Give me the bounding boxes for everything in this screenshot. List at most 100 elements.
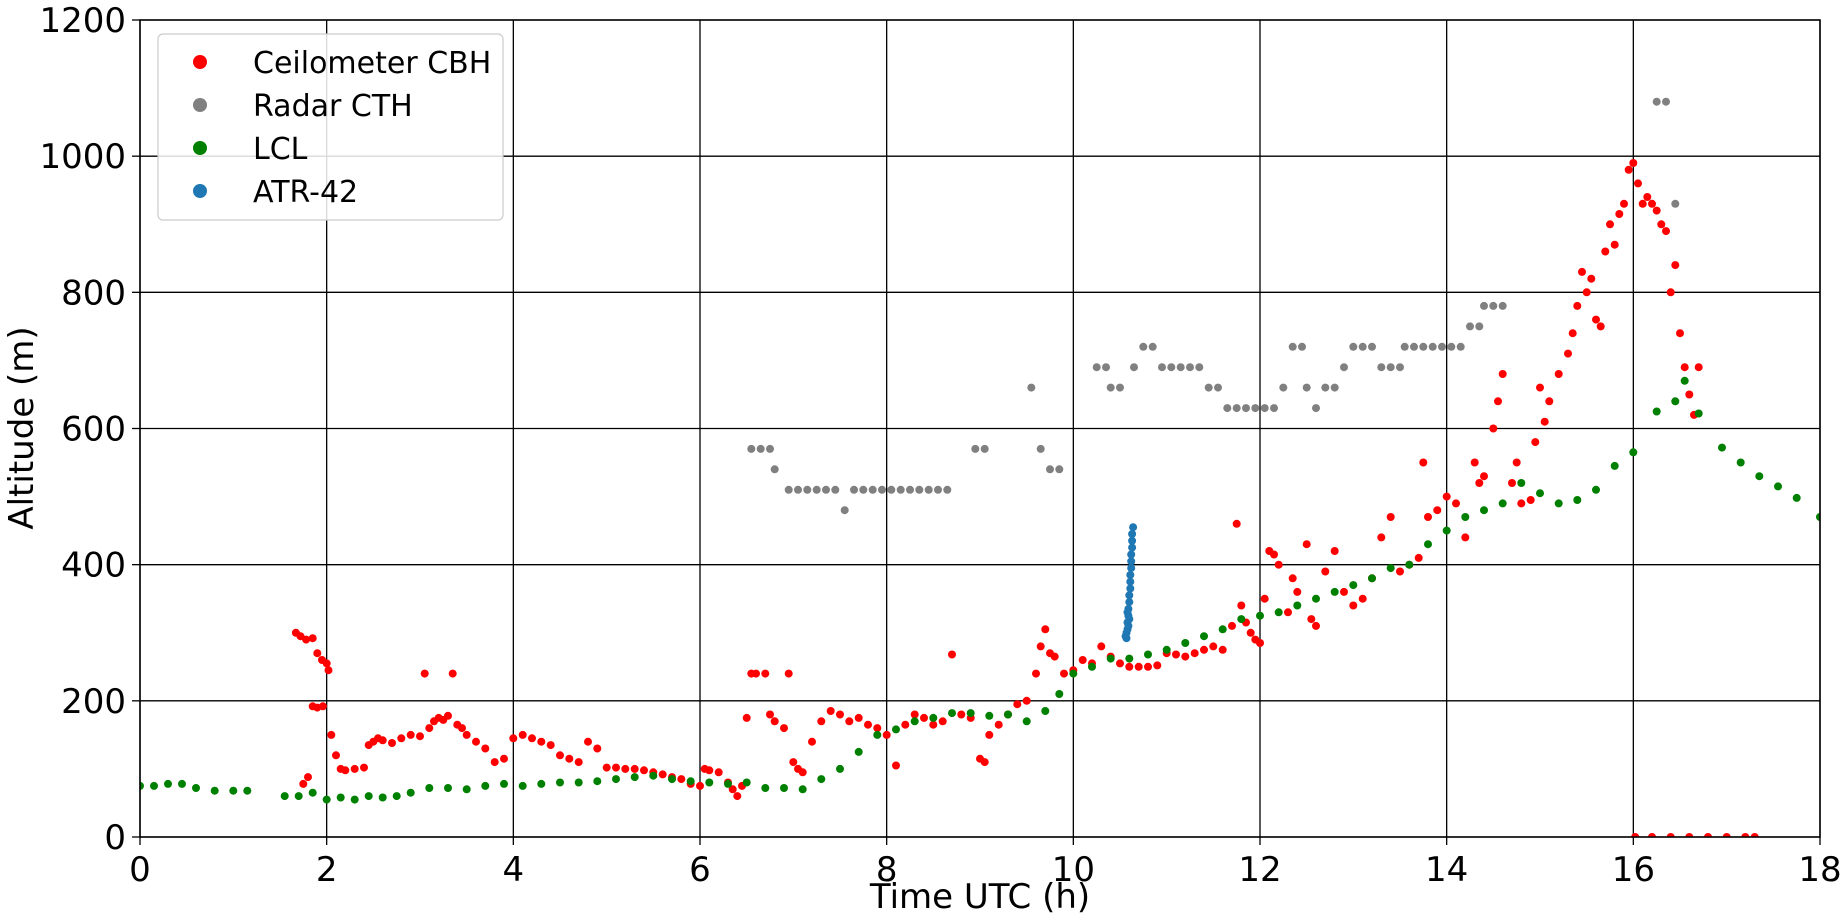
data-point <box>1139 342 1148 351</box>
data-point <box>1214 383 1222 392</box>
data-point <box>425 724 434 733</box>
data-point <box>192 784 200 792</box>
data-point <box>1186 363 1194 372</box>
legend-marker <box>193 55 207 69</box>
data-point <box>1237 601 1246 610</box>
data-point <box>1127 564 1136 573</box>
data-point <box>1050 652 1059 661</box>
data-point <box>1312 594 1320 603</box>
data-point <box>574 778 583 787</box>
data-point <box>747 444 756 453</box>
data-point <box>892 725 900 734</box>
legend-label: ATR-42 <box>253 175 358 210</box>
data-point <box>901 720 910 729</box>
data-point <box>649 771 658 780</box>
data-point <box>1176 363 1185 372</box>
y-tick-label: 200 <box>61 682 126 722</box>
data-point <box>859 485 868 494</box>
y-tick-label: 1000 <box>39 137 126 177</box>
data-point <box>1414 553 1423 562</box>
data-point <box>985 730 994 739</box>
data-point <box>854 747 863 756</box>
data-point <box>1620 199 1628 208</box>
data-point <box>1377 363 1386 372</box>
data-point <box>873 730 882 739</box>
data-point <box>1517 499 1526 508</box>
data-point <box>1433 506 1442 515</box>
data-point <box>1124 621 1133 630</box>
data-point <box>1125 615 1134 624</box>
data-point <box>943 485 952 494</box>
data-point <box>1022 696 1031 705</box>
data-point <box>742 713 751 722</box>
data-point <box>1610 240 1619 249</box>
y-tick-label: 0 <box>104 818 126 858</box>
data-point <box>1792 493 1801 502</box>
data-point <box>1242 404 1250 413</box>
data-point <box>1680 363 1689 372</box>
data-point <box>1736 458 1745 467</box>
data-point <box>1438 342 1446 351</box>
data-point <box>1128 536 1137 545</box>
data-point <box>574 758 583 767</box>
data-point <box>1123 608 1132 617</box>
data-point <box>1041 707 1050 715</box>
data-point <box>1592 315 1600 324</box>
data-point <box>1442 492 1451 501</box>
data-point <box>1032 669 1040 678</box>
data-point <box>957 710 966 719</box>
data-point <box>766 710 774 719</box>
data-point <box>1078 656 1087 664</box>
data-point <box>1162 645 1171 654</box>
data-point <box>1601 247 1610 256</box>
data-point <box>1410 342 1418 351</box>
data-point <box>1512 458 1521 467</box>
data-point <box>910 710 919 719</box>
data-point <box>1368 342 1376 351</box>
data-point <box>850 485 858 494</box>
data-point <box>1694 363 1703 372</box>
data-point <box>966 709 975 718</box>
data-point <box>803 485 812 494</box>
data-point <box>621 764 630 773</box>
data-point <box>873 724 882 733</box>
data-point <box>780 724 788 733</box>
data-point <box>887 485 896 494</box>
data-point <box>1251 404 1260 413</box>
data-point <box>332 751 340 760</box>
data-point <box>1643 193 1652 201</box>
data-point <box>327 730 336 739</box>
data-point <box>1279 383 1288 392</box>
data-point <box>980 758 989 767</box>
data-point <box>1587 274 1596 283</box>
data-point <box>1128 530 1137 538</box>
data-point <box>756 444 765 453</box>
data-point <box>948 650 956 659</box>
x-tick-label: 6 <box>689 850 711 890</box>
data-point <box>1302 383 1311 392</box>
data-point <box>1480 472 1488 481</box>
data-point <box>294 792 303 801</box>
y-tick-label: 800 <box>61 273 126 313</box>
data-point <box>864 720 872 729</box>
data-point <box>210 786 219 795</box>
data-point <box>406 730 415 739</box>
data-point <box>924 485 933 494</box>
data-point <box>1442 526 1451 535</box>
y-axis-label: Altitude (m) <box>2 326 42 529</box>
x-axis: 0 2 4 6 8 10 12 14 16 18 <box>129 837 1842 890</box>
data-point <box>1190 649 1199 658</box>
data-point <box>1158 363 1166 372</box>
data-point <box>1629 159 1638 167</box>
data-point <box>1298 342 1306 351</box>
data-point <box>1274 608 1283 617</box>
data-point <box>1741 833 1750 837</box>
data-point <box>784 669 793 678</box>
data-point <box>1260 594 1269 603</box>
data-point <box>812 485 821 494</box>
data-point <box>1223 404 1232 413</box>
data-point <box>1358 342 1367 351</box>
data-point <box>789 758 798 767</box>
data-point <box>1121 632 1130 641</box>
data-point <box>1615 210 1624 218</box>
